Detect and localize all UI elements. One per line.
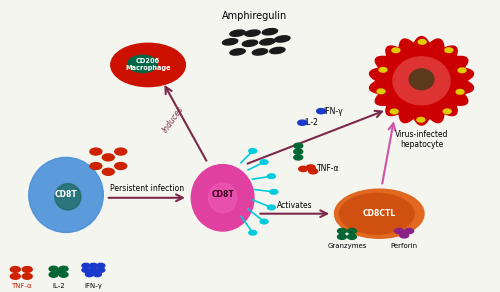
Ellipse shape [128, 55, 158, 72]
Circle shape [294, 155, 302, 160]
Circle shape [90, 263, 98, 268]
Circle shape [22, 274, 32, 279]
Circle shape [82, 268, 90, 272]
Circle shape [59, 266, 68, 272]
Ellipse shape [252, 49, 268, 55]
Circle shape [298, 120, 306, 125]
Text: Granzymes: Granzymes [328, 243, 366, 248]
Circle shape [97, 268, 105, 272]
Polygon shape [393, 57, 450, 105]
Text: IL-2: IL-2 [52, 283, 65, 289]
Circle shape [59, 272, 68, 277]
Circle shape [54, 269, 63, 274]
Text: Activates: Activates [277, 201, 312, 210]
Circle shape [445, 48, 453, 53]
Ellipse shape [28, 157, 104, 232]
Circle shape [115, 148, 126, 155]
Circle shape [97, 263, 105, 268]
Ellipse shape [222, 39, 238, 45]
Text: Induces: Induces [160, 105, 185, 135]
Text: TNF-α: TNF-α [11, 283, 32, 289]
Ellipse shape [55, 184, 81, 210]
Circle shape [338, 228, 346, 234]
Circle shape [260, 219, 268, 224]
Ellipse shape [334, 189, 424, 238]
Ellipse shape [242, 40, 258, 46]
Ellipse shape [262, 29, 278, 35]
Circle shape [102, 154, 115, 161]
Text: IFN-γ: IFN-γ [324, 107, 343, 116]
Circle shape [268, 205, 276, 210]
Circle shape [348, 228, 356, 234]
Ellipse shape [245, 30, 260, 36]
Ellipse shape [111, 43, 186, 87]
Text: CD8T: CD8T [54, 190, 78, 199]
Circle shape [418, 40, 426, 44]
Ellipse shape [230, 30, 245, 36]
Text: Persistent infection: Persistent infection [110, 185, 184, 194]
Ellipse shape [208, 183, 236, 213]
Circle shape [392, 48, 400, 53]
Circle shape [115, 163, 126, 169]
Circle shape [458, 68, 466, 73]
Circle shape [90, 163, 102, 169]
Text: Virus-infected
hepatocyte: Virus-infected hepatocyte [395, 130, 448, 149]
Circle shape [316, 109, 326, 114]
Text: CD8CTL: CD8CTL [362, 209, 396, 218]
Circle shape [294, 143, 302, 148]
Ellipse shape [340, 194, 414, 234]
Circle shape [390, 109, 398, 114]
Text: Perforin: Perforin [390, 243, 417, 248]
Circle shape [22, 267, 32, 272]
Circle shape [90, 268, 98, 272]
Circle shape [82, 263, 90, 268]
Ellipse shape [192, 165, 254, 231]
Circle shape [443, 109, 451, 114]
Circle shape [260, 160, 268, 164]
Circle shape [404, 228, 413, 234]
Circle shape [10, 267, 20, 272]
Circle shape [394, 228, 404, 234]
Circle shape [270, 190, 278, 194]
Text: CD206
Macrophage: CD206 Macrophage [126, 58, 171, 72]
Circle shape [249, 149, 256, 153]
Circle shape [400, 233, 408, 238]
Circle shape [456, 90, 464, 94]
Ellipse shape [274, 36, 290, 42]
Circle shape [379, 67, 387, 72]
Text: Amphiregulin: Amphiregulin [222, 11, 288, 22]
Circle shape [86, 272, 94, 277]
Circle shape [338, 234, 346, 239]
Circle shape [306, 165, 315, 170]
Circle shape [94, 272, 102, 277]
Circle shape [417, 117, 425, 122]
Circle shape [49, 266, 58, 272]
Circle shape [268, 174, 276, 178]
Circle shape [10, 274, 20, 279]
Text: CD8T: CD8T [212, 190, 234, 199]
Circle shape [308, 168, 318, 174]
Ellipse shape [260, 39, 275, 45]
Circle shape [102, 168, 115, 175]
Text: TNF-α: TNF-α [317, 164, 340, 173]
Text: IL-2: IL-2 [304, 118, 318, 127]
Text: IFN-γ: IFN-γ [84, 283, 102, 289]
Circle shape [298, 166, 308, 171]
Circle shape [294, 149, 302, 154]
Circle shape [49, 272, 58, 277]
Circle shape [377, 89, 385, 94]
Ellipse shape [409, 69, 434, 90]
Polygon shape [370, 36, 474, 125]
Circle shape [348, 234, 356, 239]
Circle shape [90, 148, 102, 155]
Circle shape [249, 230, 256, 235]
Ellipse shape [230, 49, 245, 55]
Ellipse shape [270, 47, 285, 54]
